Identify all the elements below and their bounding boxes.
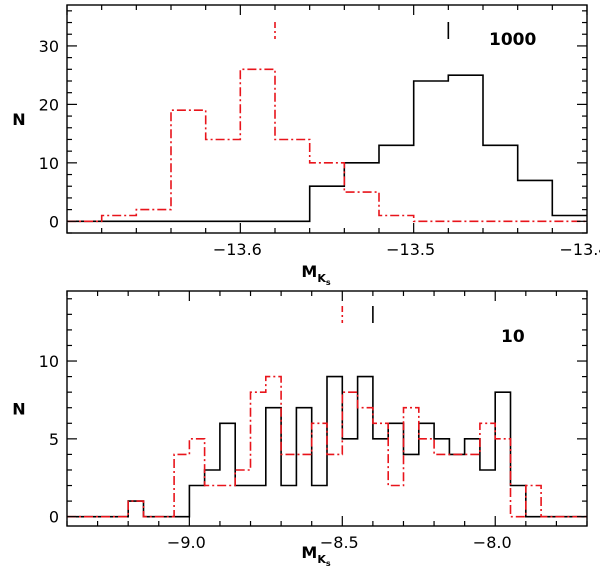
- y-tick-label: 30: [39, 37, 59, 56]
- x-tick-label: −13.5: [386, 240, 435, 259]
- histogram-red-series: [67, 375, 587, 518]
- x-axis-label: MKs: [301, 262, 330, 287]
- x-axis-label: MKs: [301, 543, 330, 568]
- y-tick-label: 20: [39, 95, 59, 114]
- histogram-black-series: [67, 74, 587, 223]
- plot-frame: [66, 4, 588, 234]
- sample-size-annotation: 1000: [489, 30, 536, 50]
- panel-1: 0 10 20 30 −13.6 −13.5 −13.4 N MKs 1000: [12, 4, 600, 287]
- y-tick-label: 10: [39, 154, 59, 173]
- y-axis-label: N: [12, 110, 25, 129]
- x-tick-label: −8.0: [473, 533, 512, 552]
- y-tick-label: 0: [49, 212, 59, 231]
- y-axis-label: N: [12, 400, 25, 419]
- x-tick-label: −13.6: [213, 240, 262, 259]
- histogram-red-series: [67, 68, 587, 223]
- plot-frame: [66, 290, 588, 527]
- y-tick-label: 0: [49, 508, 59, 527]
- x-tick-label: −9.0: [167, 533, 206, 552]
- sample-size-annotation: 10: [501, 327, 525, 347]
- histogram-black-series: [67, 375, 587, 518]
- panel-2: 0 5 10 −9.0 −8.5 −8.0 N MKs 10: [12, 290, 588, 568]
- x-tick-label: −13.4: [559, 240, 600, 259]
- y-tick-label: 5: [49, 430, 59, 449]
- y-tick-label: 10: [39, 352, 59, 371]
- x-tick-label: −8.5: [320, 533, 359, 552]
